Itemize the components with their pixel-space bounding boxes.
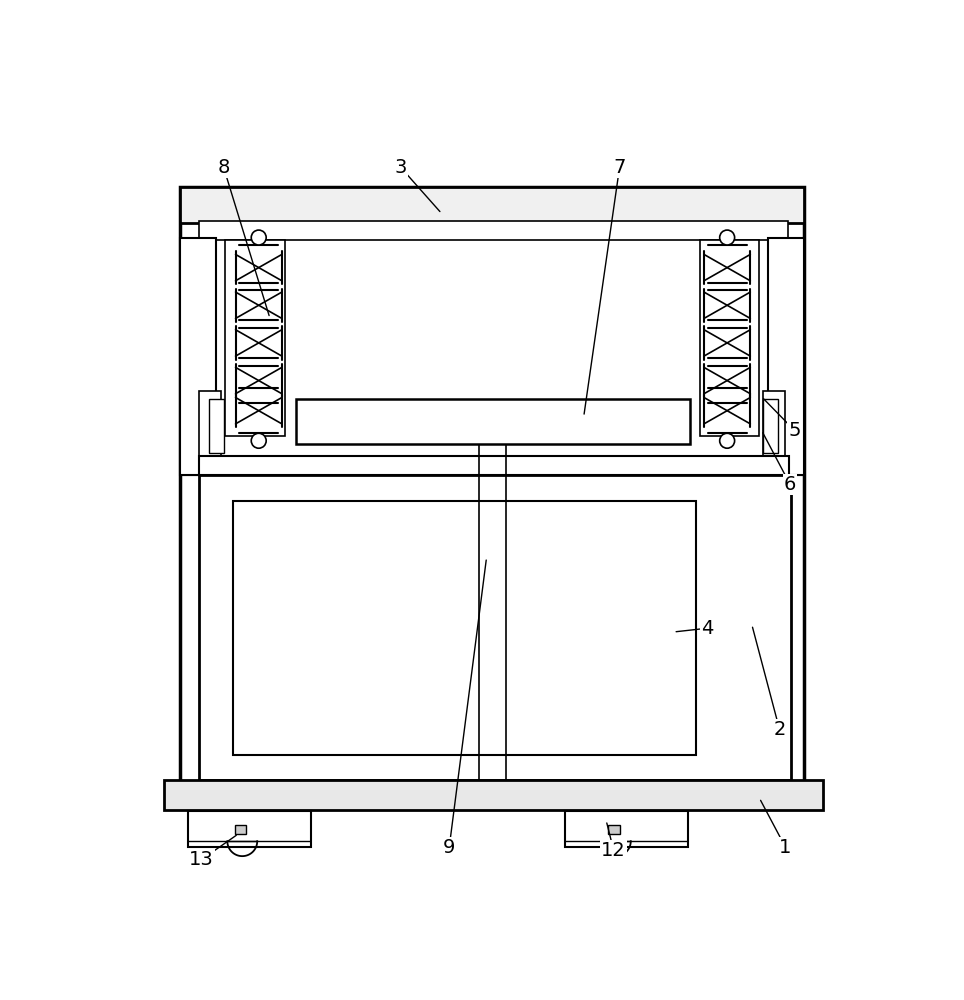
Bar [180,238,216,475]
Text: 3: 3 [394,158,407,177]
Circle shape [252,230,266,245]
Circle shape [252,433,266,448]
Text: 4: 4 [701,619,713,638]
Bar [232,501,696,755]
Bar [188,811,311,847]
Circle shape [720,230,735,245]
Bar [164,780,823,810]
Bar [763,399,778,453]
Bar [199,221,788,240]
Bar [768,238,804,475]
Bar [180,187,804,800]
Bar [565,811,688,847]
Bar [208,399,224,453]
Text: 8: 8 [218,158,229,177]
Text: 6: 6 [784,475,796,494]
Text: 9: 9 [443,838,455,857]
Text: 1: 1 [779,838,791,857]
Bar [199,475,791,780]
Circle shape [720,433,735,448]
Bar [225,240,285,436]
Bar [296,399,690,444]
Text: 2: 2 [773,720,786,739]
Text: 12: 12 [602,841,626,860]
Bar [235,825,246,834]
Bar [700,240,760,436]
Text: 5: 5 [789,421,801,440]
Bar [608,825,620,834]
Bar [199,391,222,462]
Bar [199,456,790,475]
Bar [763,391,786,462]
Text: 7: 7 [613,158,626,177]
Text: 13: 13 [189,850,214,869]
Bar [180,187,804,223]
